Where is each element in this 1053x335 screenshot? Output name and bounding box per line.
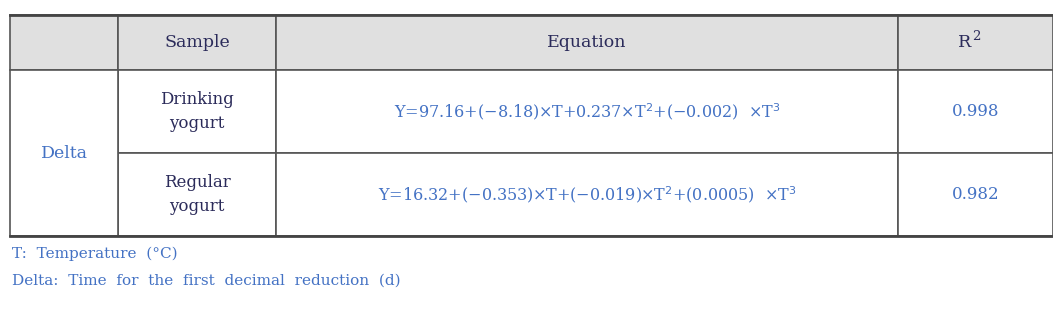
Bar bbox=[118, 15, 276, 70]
Bar bbox=[276, 153, 898, 236]
Bar bbox=[118, 153, 276, 236]
Text: Delta:  Time  for  the  first  decimal  reduction  (d): Delta: Time for the first decimal reduct… bbox=[12, 274, 400, 288]
Text: Regular
yogurt: Regular yogurt bbox=[163, 174, 231, 215]
Bar bbox=[898, 153, 1053, 236]
Text: Delta: Delta bbox=[40, 144, 87, 161]
Text: 0.998: 0.998 bbox=[952, 103, 999, 120]
Bar bbox=[118, 70, 276, 153]
Bar bbox=[276, 70, 898, 153]
Text: 2: 2 bbox=[973, 30, 981, 43]
Text: R: R bbox=[958, 34, 972, 51]
Bar bbox=[898, 70, 1053, 153]
Text: Drinking
yogurt: Drinking yogurt bbox=[160, 91, 234, 132]
Bar bbox=[9, 15, 118, 70]
Bar bbox=[9, 70, 118, 236]
Text: Y=97.16+(−8.18)×T+0.237×T$^{2}$+(−0.002)  ×T$^{3}$: Y=97.16+(−8.18)×T+0.237×T$^{2}$+(−0.002)… bbox=[394, 101, 780, 122]
Text: T:  Temperature  (°C): T: Temperature (°C) bbox=[12, 247, 178, 261]
Text: Equation: Equation bbox=[548, 34, 627, 51]
Bar bbox=[276, 15, 898, 70]
Text: Y=16.32+(−0.353)×T+(−0.019)×T$^{2}$+(0.0005)  ×T$^{3}$: Y=16.32+(−0.353)×T+(−0.019)×T$^{2}$+(0.0… bbox=[378, 184, 796, 205]
Text: 0.982: 0.982 bbox=[952, 186, 999, 203]
Text: Sample: Sample bbox=[164, 34, 230, 51]
Bar bbox=[898, 15, 1053, 70]
